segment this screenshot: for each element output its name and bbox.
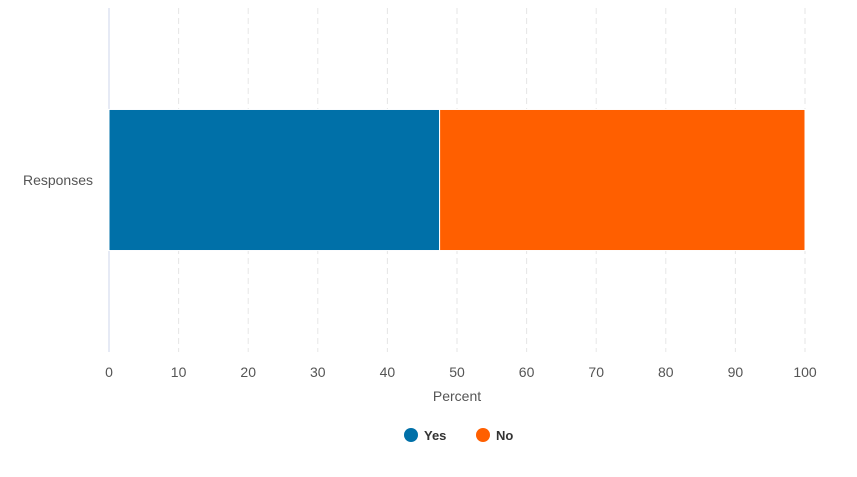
legend: Yes No [404, 428, 513, 443]
x-tick-label: 20 [240, 364, 256, 380]
y-category-label: Responses [23, 172, 93, 188]
x-tick-label: 100 [793, 364, 817, 380]
x-tick-label: 90 [728, 364, 744, 380]
bars [108, 108, 806, 252]
bar-yes [108, 108, 441, 252]
x-tick-label: 40 [380, 364, 396, 380]
y-category-labels: Responses [23, 172, 93, 188]
x-tick-label: 70 [588, 364, 604, 380]
x-axis-title: Percent [433, 388, 481, 404]
x-tick-label: 0 [105, 364, 113, 380]
bar-no [439, 108, 806, 252]
x-tick-labels: 0 10 20 30 40 50 60 70 80 90 100 [105, 364, 817, 380]
x-tick-label: 80 [658, 364, 674, 380]
x-tick-label: 10 [171, 364, 187, 380]
legend-label-yes: Yes [424, 428, 446, 443]
x-tick-label: 60 [519, 364, 535, 380]
legend-marker-no [476, 428, 490, 442]
legend-label-no: No [496, 428, 513, 443]
x-tick-label: 50 [449, 364, 465, 380]
legend-marker-yes [404, 428, 418, 442]
x-tick-label: 30 [310, 364, 326, 380]
